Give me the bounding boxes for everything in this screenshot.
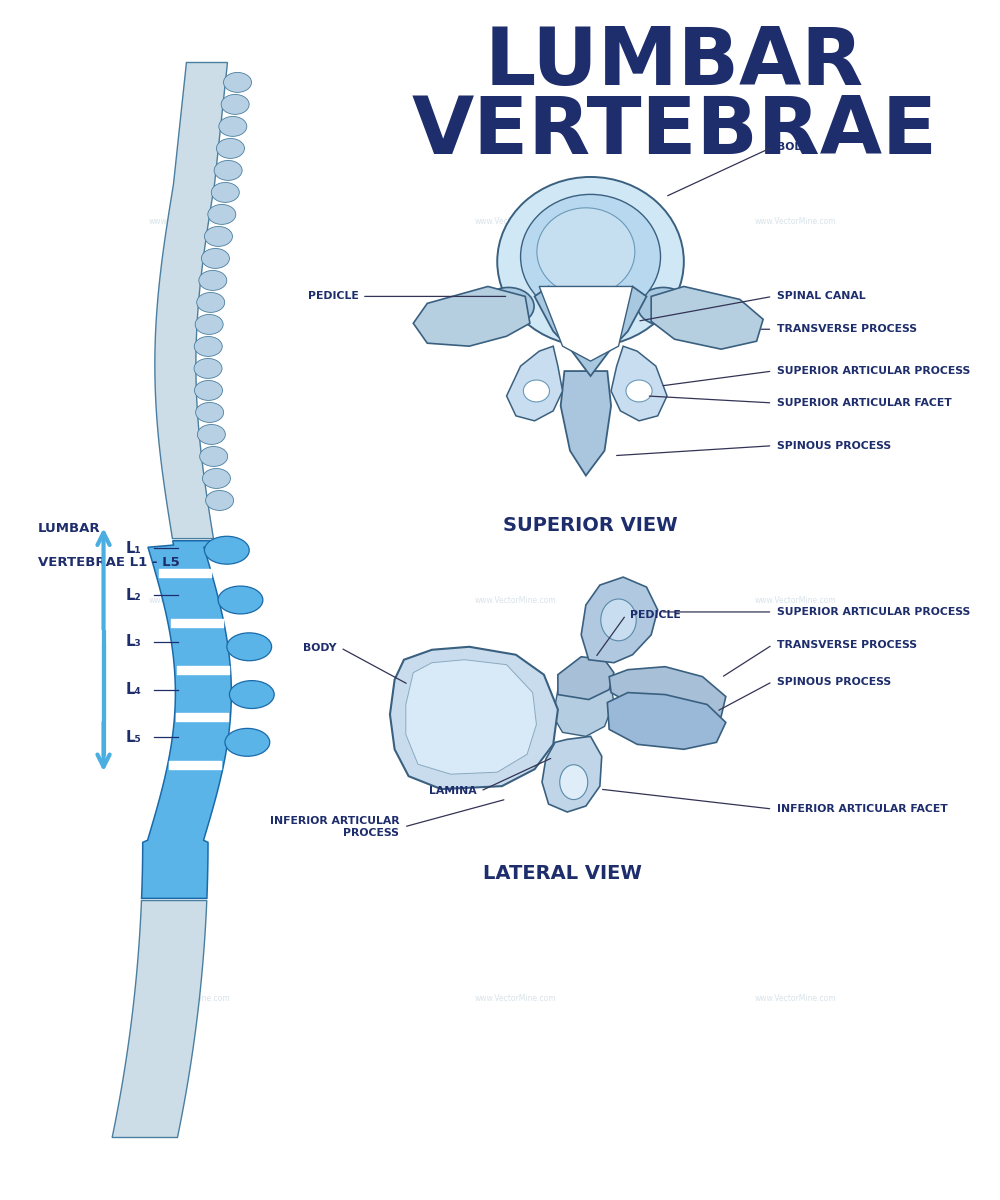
Ellipse shape [201,248,229,269]
Text: www.VectorMine.com: www.VectorMine.com [475,595,557,605]
Polygon shape [542,737,602,812]
Text: TRANSVERSE PROCESS: TRANSVERSE PROCESS [777,640,917,649]
Polygon shape [611,346,667,421]
Text: www.VectorMine.com: www.VectorMine.com [149,595,230,605]
Ellipse shape [229,680,274,708]
Text: SUPERIOR ARTICULAR FACET: SUPERIOR ARTICULAR FACET [777,398,952,408]
Text: L₅: L₅ [126,730,142,745]
Ellipse shape [206,491,234,510]
Text: L₃: L₃ [126,635,142,649]
Polygon shape [390,647,558,790]
Ellipse shape [197,425,225,444]
Polygon shape [609,667,726,726]
Polygon shape [581,577,658,662]
Polygon shape [142,541,231,899]
Text: BODY: BODY [777,142,811,152]
Text: www.VectorMine.com: www.VectorMine.com [755,595,837,605]
Text: SUPERIOR ARTICULAR PROCESS: SUPERIOR ARTICULAR PROCESS [777,607,970,617]
Text: TRANSVERSE PROCESS: TRANSVERSE PROCESS [777,324,917,335]
Text: PEDICLE: PEDICLE [308,292,359,301]
Text: INFERIOR ARTICULAR FACET: INFERIOR ARTICULAR FACET [777,804,948,814]
Ellipse shape [219,116,247,137]
Ellipse shape [221,95,249,114]
Ellipse shape [194,359,222,378]
Ellipse shape [560,764,588,799]
Text: LUMBAR: LUMBAR [38,522,101,535]
Polygon shape [651,287,763,349]
Text: BODY: BODY [303,643,337,653]
Ellipse shape [497,176,684,346]
Text: L₁: L₁ [126,541,142,556]
Ellipse shape [218,586,263,614]
Ellipse shape [194,336,222,356]
Ellipse shape [483,288,534,325]
Polygon shape [553,662,614,737]
Text: LATERAL VIEW: LATERAL VIEW [483,864,642,883]
Text: VERTEBRAE L1 - L5: VERTEBRAE L1 - L5 [38,556,180,569]
Polygon shape [112,900,207,1138]
Polygon shape [535,287,647,376]
Polygon shape [539,287,633,361]
Text: www.VectorMine.com: www.VectorMine.com [475,217,557,227]
Polygon shape [155,62,227,539]
Ellipse shape [195,314,223,335]
Ellipse shape [204,227,232,246]
Ellipse shape [523,380,549,402]
Ellipse shape [224,72,251,92]
Text: www.VectorMine.com: www.VectorMine.com [755,217,837,227]
Text: SPINOUS PROCESS: SPINOUS PROCESS [777,677,891,686]
Ellipse shape [211,182,239,203]
Polygon shape [413,287,530,346]
Ellipse shape [216,138,244,158]
Text: www.VectorMine.com: www.VectorMine.com [149,217,230,227]
Ellipse shape [196,402,224,422]
Polygon shape [561,371,611,475]
Text: SUPERIOR ARTICULAR PROCESS: SUPERIOR ARTICULAR PROCESS [777,366,970,376]
Text: www.VectorMine.com: www.VectorMine.com [149,994,230,1003]
Ellipse shape [537,208,635,295]
Ellipse shape [626,380,652,402]
Polygon shape [406,660,536,774]
Ellipse shape [202,468,230,488]
Ellipse shape [227,632,272,661]
Ellipse shape [214,161,242,180]
Text: www.VectorMine.com: www.VectorMine.com [755,994,837,1003]
Ellipse shape [204,536,249,564]
Polygon shape [607,692,726,749]
Ellipse shape [199,270,227,290]
Polygon shape [558,656,614,700]
Ellipse shape [200,446,228,467]
Ellipse shape [601,599,636,641]
Text: PEDICLE: PEDICLE [630,610,680,620]
Text: LUMBAR: LUMBAR [485,24,864,102]
Ellipse shape [195,380,222,401]
Text: LAMINA: LAMINA [429,786,477,796]
Text: VERTEBRAE: VERTEBRAE [411,94,937,172]
Ellipse shape [197,293,225,312]
Polygon shape [507,346,563,421]
Ellipse shape [225,728,270,756]
Text: L₄: L₄ [126,682,142,697]
Text: INFERIOR ARTICULAR
PROCESS: INFERIOR ARTICULAR PROCESS [270,816,399,838]
Text: www.VectorMine.com: www.VectorMine.com [475,994,557,1003]
Text: L₂: L₂ [126,588,142,602]
Ellipse shape [638,288,689,325]
Text: SUPERIOR VIEW: SUPERIOR VIEW [503,516,678,535]
Text: SPINOUS PROCESS: SPINOUS PROCESS [777,440,891,451]
Ellipse shape [208,204,236,224]
Text: SPINAL CANAL: SPINAL CANAL [777,292,866,301]
Ellipse shape [521,194,661,319]
